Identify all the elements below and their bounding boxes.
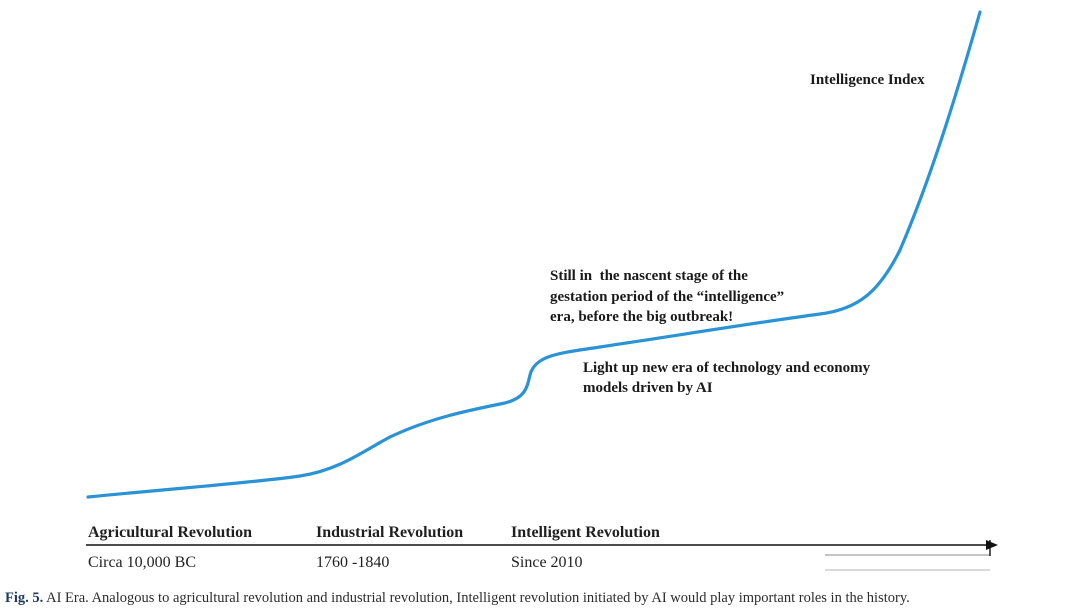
nascent-line-1: Still in the nascent stage of the xyxy=(550,268,748,284)
era-date-industrial: 1760 -1840 xyxy=(316,554,389,571)
figure-caption: Fig. 5. AI Era. Analogous to agricultura… xyxy=(5,589,1080,607)
nascent-stage-annotation: Still in the nascent stage of the gestat… xyxy=(550,268,784,325)
nascent-line-2: gestation period of the “intelligence” xyxy=(550,289,784,305)
era-date-agricultural: Circa 10,000 BC xyxy=(88,554,196,571)
era-name-industrial: Industrial Revolution xyxy=(316,524,463,541)
nascent-line-3: era, before the big outbreak! xyxy=(550,309,733,325)
figure-caption-label: Fig. 5. xyxy=(5,590,44,606)
figure-caption-text: AI Era. Analogous to agricultural revolu… xyxy=(46,590,910,606)
new-era-annotation: Light up new era of technology and econo… xyxy=(583,360,871,396)
intelligence-index-curve xyxy=(86,10,982,499)
era-name-agricultural: Agricultural Revolution xyxy=(88,524,252,541)
timeline-axis xyxy=(86,540,998,571)
era-name-intelligent: Intelligent Revolution xyxy=(511,524,660,541)
intelligence-index-label: Intelligence Index xyxy=(810,72,925,88)
new-era-line-1: Light up new era of technology and econo… xyxy=(583,360,871,376)
era-date-intelligent: Since 2010 xyxy=(511,554,583,571)
new-era-line-2: models driven by AI xyxy=(583,380,713,396)
timeline-arrowhead xyxy=(986,540,998,550)
